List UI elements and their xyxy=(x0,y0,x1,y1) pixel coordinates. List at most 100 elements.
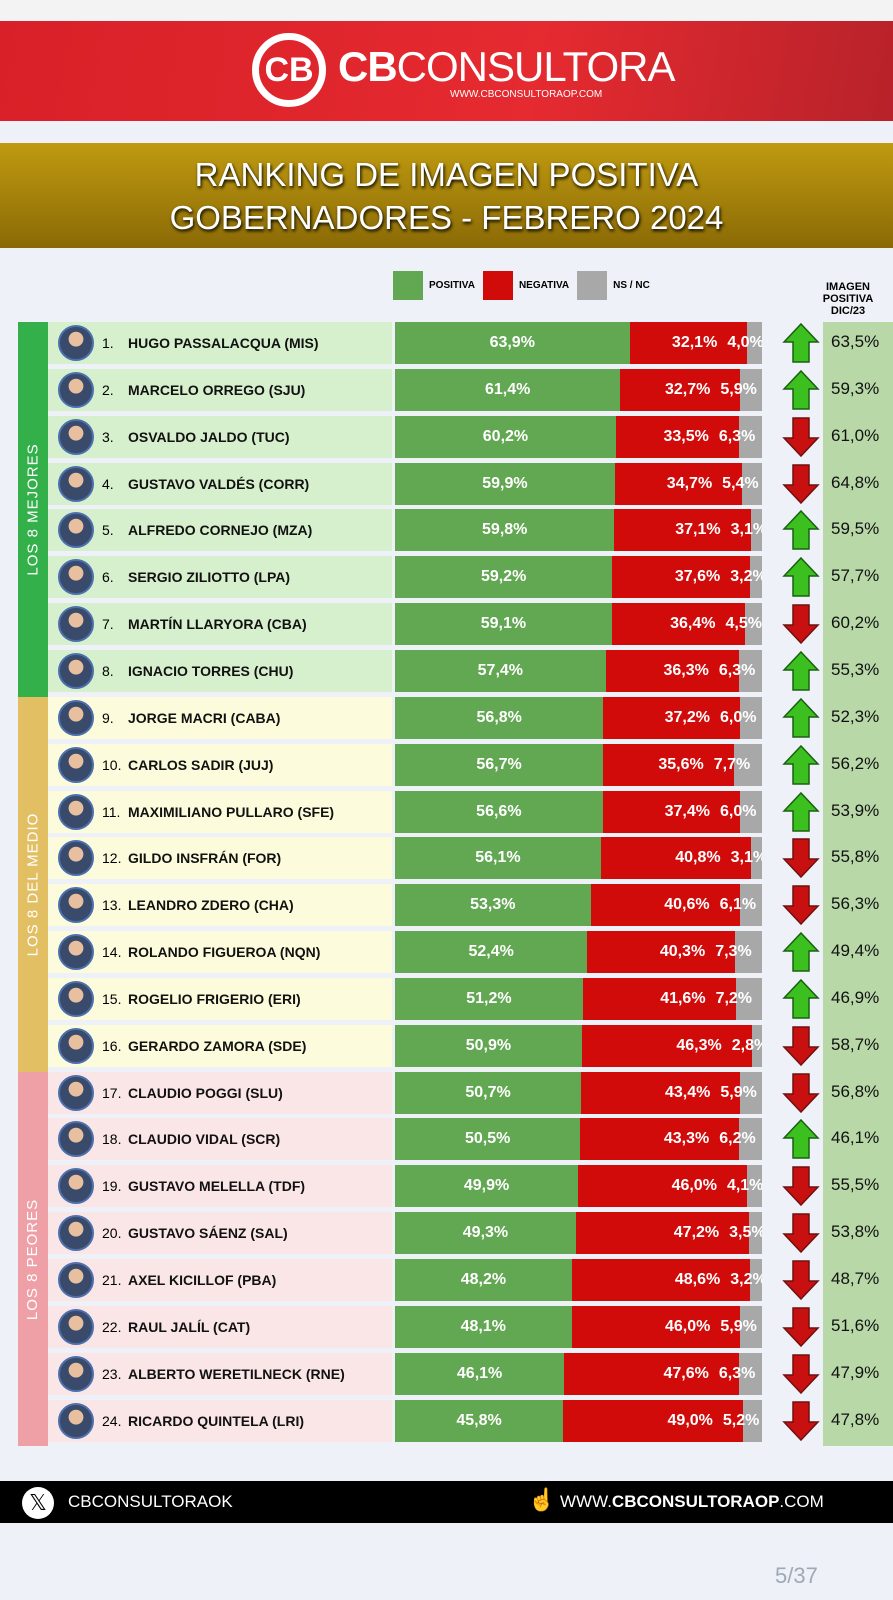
bar-negative: 46,3% xyxy=(581,1024,752,1067)
label-positive: 48,2% xyxy=(460,1271,507,1288)
title-line-2: GOBERNADORES - FEBRERO 2024 xyxy=(169,199,724,236)
label-ns: 7,3% xyxy=(715,943,752,961)
bar-positive: 59,1% xyxy=(395,603,612,646)
group-band-bottom: LOS 8 PEORES xyxy=(18,1072,48,1446)
ns-label-clip: 6,0% xyxy=(718,791,762,833)
x-logo-icon[interactable]: 𝕏 xyxy=(22,1487,54,1519)
stacked-bar: 56,1% 40,8% xyxy=(395,837,779,880)
bar-negative: 46,0% xyxy=(571,1305,741,1348)
ns-label-clip: 6,3% xyxy=(717,650,762,692)
brand-url[interactable]: WWW.CBCONSULTORAOP.COM xyxy=(450,89,603,100)
stacked-bar: 52,4% 40,3% xyxy=(395,931,779,974)
governor-cell: 17. CLAUDIO POGGI (SLU) xyxy=(48,1071,392,1114)
rank: 4. xyxy=(102,475,114,492)
dic-column-header: IMAGEN POSITIVA DIC/23 xyxy=(822,281,874,317)
ns-label-clip: 6,1% xyxy=(718,884,762,926)
label-negative: 46,3% xyxy=(676,1036,722,1054)
rank: 7. xyxy=(102,616,114,633)
label-positive: 61,4% xyxy=(484,380,531,398)
avatar xyxy=(58,887,94,924)
label-negative: 49,0% xyxy=(667,1411,713,1429)
bar-positive: 48,1% xyxy=(395,1305,572,1348)
label-ns: 7,2% xyxy=(715,989,753,1007)
label-negative: 48,6% xyxy=(674,1271,721,1288)
title-line-1: RANKING DE IMAGEN POSITIVA xyxy=(194,156,699,193)
table-row: 6. SERGIO ZILIOTTO (LPA) 59,2% 37,6% 3,2… xyxy=(48,556,893,599)
label-negative: 47,6% xyxy=(663,1364,709,1382)
dic-value: 49,4% xyxy=(831,941,880,961)
governor-cell: 12. GILDO INSFRÁN (FOR) xyxy=(48,837,392,880)
label-negative: 41,6% xyxy=(660,989,706,1007)
dic-value: 53,8% xyxy=(831,1222,880,1242)
bar-positive: 46,1% xyxy=(395,1352,565,1395)
ns-label-clip: 6,2% xyxy=(717,1118,762,1160)
label-positive: 56,6% xyxy=(476,802,522,820)
avatar xyxy=(58,652,94,689)
bar-positive: 50,5% xyxy=(395,1118,581,1161)
ns-label-clip: 3,1% xyxy=(729,509,762,551)
governor-name: AXEL KICILLOF (PBA) xyxy=(128,1272,277,1288)
label-ns: 5,9% xyxy=(720,380,757,398)
legend-negative: NEGATIVA xyxy=(518,280,570,291)
brand-name: CBCONSULTORA xyxy=(338,43,675,90)
governor-name: GUSTAVO SÁENZ (SAL) xyxy=(128,1225,288,1242)
rank: 17. xyxy=(102,1084,122,1101)
rank: 21. xyxy=(102,1272,122,1288)
governor-name: CLAUDIO POGGI (SLU) xyxy=(128,1084,283,1101)
governor-name: ROGELIO FRIGERIO (ERI) xyxy=(128,990,301,1007)
group-band-middle: LOS 8 DEL MEDIO xyxy=(18,697,48,1072)
table-row: 9. JORGE MACRI (CABA) 56,8% 37,2% 6,0% 5… xyxy=(48,696,893,739)
avatar xyxy=(58,746,94,783)
dic-value: 56,3% xyxy=(831,894,880,914)
stacked-bar: 57,4% 36,3% xyxy=(395,649,779,692)
table-row: 14. ROLANDO FIGUEROA (NQN) 52,4% 40,3% 7… xyxy=(48,931,893,974)
dic-value: 47,8% xyxy=(831,1409,880,1429)
stacked-bar: 45,8% 49,0% xyxy=(395,1399,779,1442)
arrow-up-icon xyxy=(781,791,821,833)
governor-name: MARTÍN LLARYORA (CBA) xyxy=(128,616,307,633)
bar-negative: 37,1% xyxy=(614,509,751,552)
rank: 15. xyxy=(102,990,122,1007)
bar-negative: 35,6% xyxy=(603,743,734,786)
bar-ns xyxy=(740,368,762,411)
group-label-top: LOS 8 MEJORES xyxy=(24,443,42,576)
stacked-bar: 63,9% 32,1% xyxy=(395,322,779,364)
bar-ns xyxy=(740,1305,762,1348)
bar-positive: 51,2% xyxy=(395,977,583,1020)
bar-ns xyxy=(739,696,762,739)
governor-name: RICARDO QUINTELA (LRI) xyxy=(128,1412,305,1429)
governor-name: CARLOS SADIR (JUJ) xyxy=(128,756,274,773)
label-negative: 46,0% xyxy=(671,1177,717,1195)
rank: 10. xyxy=(102,756,122,773)
stacked-bar: 48,1% 46,0% xyxy=(395,1305,779,1348)
governor-cell: 22. RAUL JALÍL (CAT) xyxy=(48,1305,392,1348)
stacked-bar: 53,3% 40,6% xyxy=(395,884,779,927)
ns-label-clip: 2,8% xyxy=(730,1025,762,1067)
rank: 14. xyxy=(102,944,122,961)
label-ns: 2,8% xyxy=(731,1036,762,1054)
stacked-bar: 56,7% 35,6% xyxy=(395,743,779,786)
bar-negative: 47,2% xyxy=(575,1212,750,1255)
bar-negative: 32,1% xyxy=(629,322,748,364)
footer-url[interactable]: WWW.CBCONSULTORAOP.COM xyxy=(560,1492,824,1511)
dic-value: 59,3% xyxy=(831,378,880,398)
x-handle[interactable]: CBCONSULTORAOK xyxy=(68,1492,233,1511)
bar-positive: 56,6% xyxy=(395,790,603,833)
governor-cell: 24. RICARDO QUINTELA (LRI) xyxy=(48,1399,392,1442)
table-row: 17. CLAUDIO POGGI (SLU) 50,7% 43,4% 5,9%… xyxy=(48,1071,893,1114)
avatar xyxy=(58,465,94,502)
label-negative: 40,6% xyxy=(664,896,710,914)
bar-negative: 40,3% xyxy=(587,931,736,974)
ns-label-clip: 4,0% xyxy=(725,322,762,364)
bar-negative: 47,6% xyxy=(564,1352,739,1395)
label-positive: 56,7% xyxy=(476,755,522,773)
bar-negative: 43,4% xyxy=(581,1071,741,1114)
bar-positive: 49,9% xyxy=(395,1165,579,1208)
bar-negative: 37,2% xyxy=(603,696,740,739)
governor-name: IGNACIO TORRES (CHU) xyxy=(128,662,294,679)
governor-cell: 18. CLAUDIO VIDAL (SCR) xyxy=(48,1118,392,1161)
bar-ns xyxy=(745,603,762,646)
table-row: 8. IGNACIO TORRES (CHU) 57,4% 36,3% 6,3%… xyxy=(48,649,893,692)
governor-name: CLAUDIO VIDAL (SCR) xyxy=(128,1131,281,1148)
avatar xyxy=(58,1215,94,1252)
